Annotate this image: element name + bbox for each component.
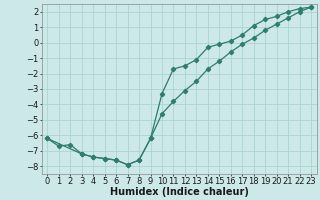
X-axis label: Humidex (Indice chaleur): Humidex (Indice chaleur)	[110, 187, 249, 197]
